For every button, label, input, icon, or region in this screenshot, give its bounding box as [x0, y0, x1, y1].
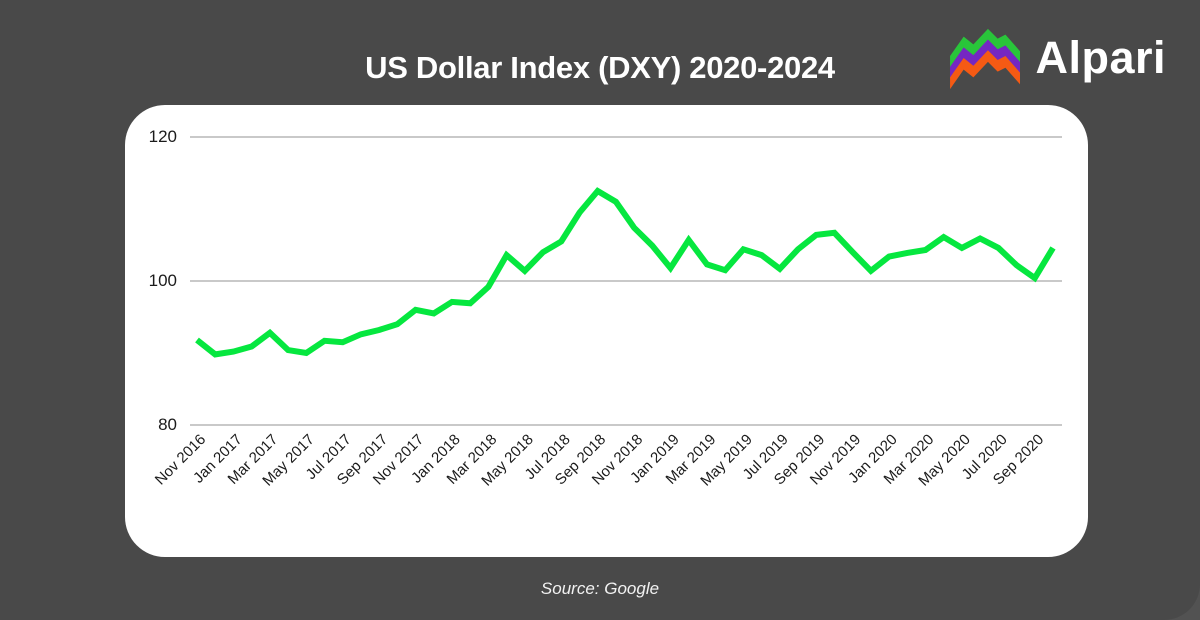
y-tick-label: 100: [148, 271, 177, 290]
alpari-logo: Alpari: [947, 24, 1166, 92]
logo-band-orange: [950, 50, 1021, 90]
source-caption: Source: Google: [540, 579, 660, 598]
dxy-series-line: [195, 187, 1056, 358]
logo-band-green: [950, 28, 1021, 68]
logo-band-purple: [950, 39, 1021, 79]
dxy-line-chart: [190, 136, 1062, 426]
chart-card: 120 100 80 Nov 2016 Jan 2017 Mar 2017 May 201…: [125, 105, 1088, 557]
page-title: US Dollar Index (DXY) 2020-2024: [365, 50, 835, 85]
y-tick-label: 80: [158, 415, 177, 434]
y-tick-label: 120: [148, 127, 177, 146]
alpari-zigzag-icon: [950, 28, 1021, 90]
alpari-wordmark: Alpari: [1035, 32, 1166, 83]
